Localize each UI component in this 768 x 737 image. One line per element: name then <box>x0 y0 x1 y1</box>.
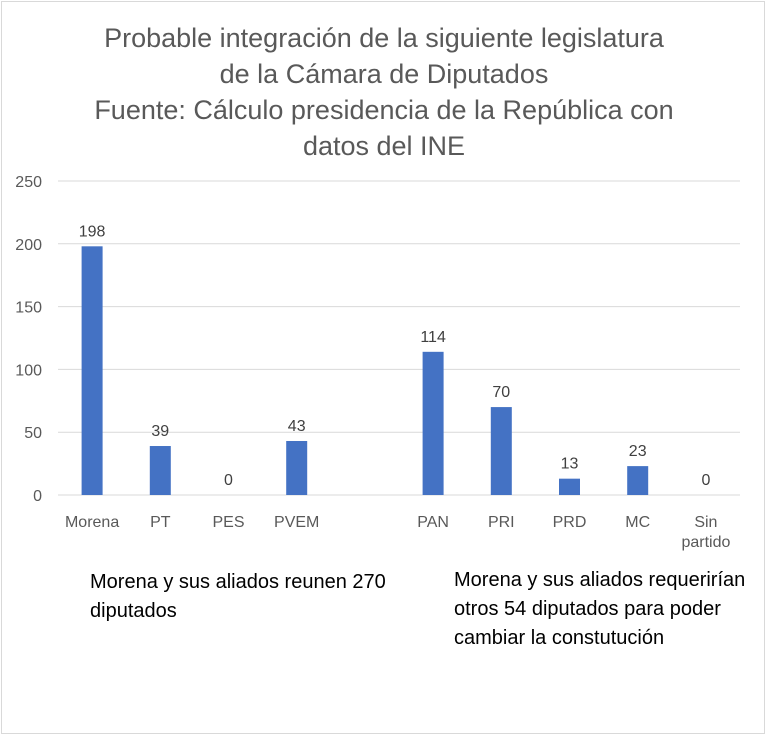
data-label: 13 <box>561 456 579 473</box>
data-label: 70 <box>492 384 510 401</box>
bar <box>422 351 444 495</box>
data-label: 39 <box>151 423 169 440</box>
x-tick-label: PVEM <box>274 514 319 531</box>
y-tick-label: 50 <box>24 425 42 442</box>
x-tick-label: Sin <box>694 514 717 531</box>
y-tick-label: 100 <box>15 362 42 379</box>
data-label: 0 <box>701 472 710 489</box>
title-line: de la Cámara de Diputados <box>219 59 549 89</box>
bar <box>490 407 512 495</box>
data-label: 0 <box>224 472 233 489</box>
bar <box>149 446 171 495</box>
data-label: 43 <box>288 418 306 435</box>
bar <box>559 478 580 495</box>
bar <box>627 466 649 495</box>
title-line: Fuente: Cálculo presidencia de la Repúbl… <box>94 95 674 125</box>
data-label: 23 <box>629 443 647 460</box>
x-tick-label: PRI <box>488 514 515 531</box>
y-tick-label: 150 <box>15 300 42 317</box>
x-tick-label: partido <box>681 534 730 551</box>
title-line: datos del INE <box>302 131 466 161</box>
y-tick-label: 0 <box>33 488 42 505</box>
bar <box>286 440 308 495</box>
note-allies-total: Morena y sus aliados reunen 270 diputado… <box>90 571 386 622</box>
x-tick-label: PRD <box>553 514 587 531</box>
data-label: 198 <box>79 223 106 240</box>
data-label: 114 <box>420 329 446 346</box>
y-tick-label: 200 <box>15 237 42 254</box>
y-tick-label: 250 <box>15 174 42 191</box>
chart-title: Probable integración de la siguiente leg… <box>0 20 768 164</box>
title-line: Probable integración de la siguiente leg… <box>104 23 664 53</box>
x-tick-label: PES <box>212 514 244 531</box>
x-tick-label: PT <box>150 514 171 531</box>
note-allies-required: Morena y sus aliados requerirían otros 5… <box>454 569 746 649</box>
bar <box>81 246 103 495</box>
x-tick-label: MC <box>625 514 650 531</box>
x-tick-label: PAN <box>417 514 449 531</box>
x-tick-label: Morena <box>65 514 119 531</box>
